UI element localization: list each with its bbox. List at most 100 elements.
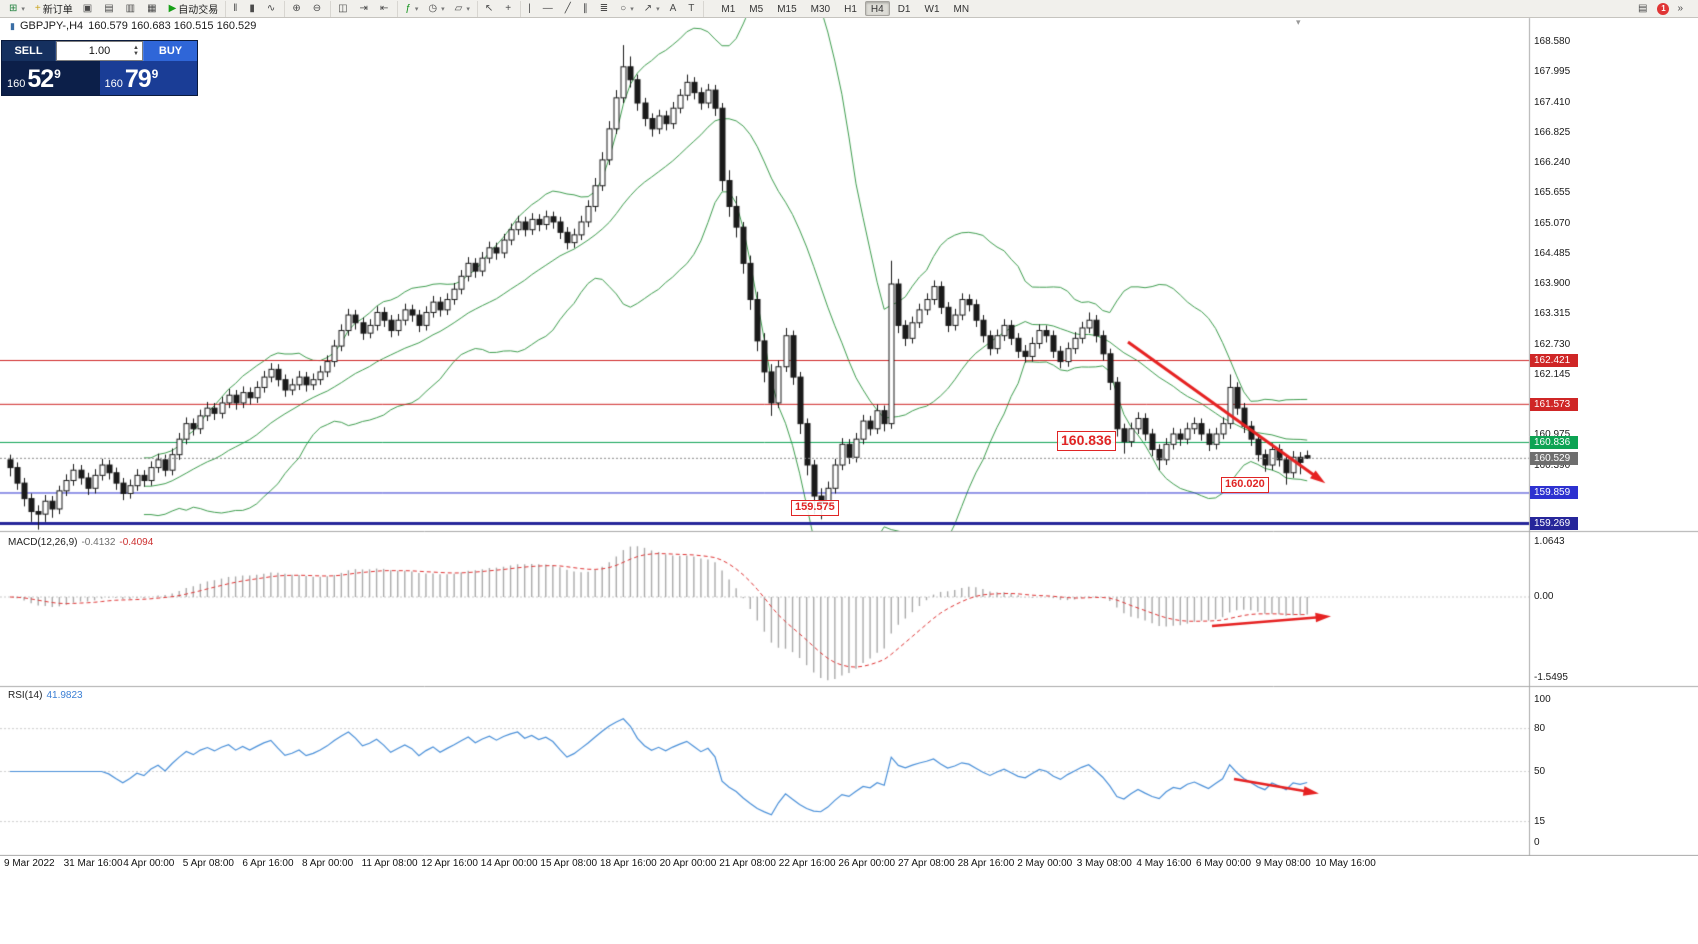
line-chart-button[interactable]: ∿ [263,1,281,16]
sell-price-pip-digit: 9 [54,67,61,81]
fibonacci-retracement-button[interactable]: ≣ [596,1,614,16]
sell-price-prefix: 160 [7,78,26,90]
volume-value: 1.00 [88,45,111,57]
chart-ohlc-values: 160.579 160.683 160.515 160.529 [88,20,257,32]
price-axis-level-label: 160.836 [1530,435,1578,449]
time-axis-label: 9 Mar 2022 [4,858,55,869]
market-watch-button[interactable]: ▤ [100,1,119,16]
volume-spinner[interactable]: 1.00 ▲ ▼ [56,41,143,61]
buy-price-prefix: 160 [104,78,123,90]
price-annotation[interactable]: 159.575 [791,500,839,516]
indicators-list-button[interactable]: ƒ ▾ [401,1,422,16]
time-axis-label: 14 Apr 00:00 [480,858,538,869]
timeframe-m5-button[interactable]: M5 [749,4,764,15]
timeframe-toolbar: M1 M5 M15 M30 H1 H4 D1 W1 MN [714,1,976,17]
timeframe-h1-button[interactable]: H1 [844,4,857,15]
zoom-out-icon: ⊖ [312,2,322,14]
price-annotation[interactable]: 160.020 [1221,477,1269,493]
shapes-button[interactable]: ○ ▾ [616,1,638,16]
tile-windows-button[interactable]: ◫ [334,1,353,16]
templates-button[interactable]: ▱ ▾ [451,1,474,16]
text-button[interactable]: A [666,1,683,16]
time-axis-label: 22 Apr 16:00 [778,858,836,869]
arrows-tool-button[interactable]: ↗ ▾ [640,1,664,16]
periods-button[interactable]: ◷ ▾ [424,1,448,16]
price-axis-level-label: 160.529 [1530,451,1578,465]
rsi-axis-label: 15 [1534,815,1546,827]
price-axis[interactable]: 168.580 167.995 167.410 166.825 166.240 165.6… [1529,0,1698,856]
auto-trading-label: 自动交易 [178,5,219,16]
dropdown-caret-icon: ▾ [441,5,445,13]
zoom-in-icon: ⊕ [292,2,301,14]
vertical-line-button[interactable]: | [524,1,537,16]
buy-button[interactable]: BUY [143,41,197,61]
time-axis-label: 6 May 00:00 [1196,858,1252,869]
text-label-icon: T [688,2,695,14]
price-axis-tick: 166.240 [1534,157,1571,168]
crosshair-icon: + [505,2,512,14]
data-window-icon: ▥ [125,2,136,14]
sell-price-display[interactable]: 160 52 9 [2,61,100,95]
chart-shift-button[interactable]: ⇤ [376,1,394,16]
buy-price-pip-digit: 9 [151,67,159,81]
price-axis-tick: 160.390 [1534,459,1571,471]
toolbar-right-icons: ▤ 1 » [1633,1,1696,16]
time-axis-label: 26 Apr 00:00 [838,858,896,869]
price-axis-tick: 160.975 [1534,429,1571,441]
toolbar-group: ◫ ⇥ ⇤ [331,0,399,17]
market-watch-icon: ▤ [104,2,114,14]
charts-profile-button[interactable]: ▣ [79,1,98,16]
tile-windows-icon: ◫ [338,2,348,14]
horizontal-line-button[interactable]: — [539,1,559,16]
timeframe-h4-button[interactable]: H4 [864,1,890,16]
candlestick-chart-button[interactable]: ▮ [245,1,261,16]
new-order-icon: + [34,2,41,14]
toolbar-overflow-button[interactable]: » [1673,1,1689,16]
price-axis-tick: 162.145 [1534,368,1571,380]
time-axis-label: 12 Apr 16:00 [421,858,478,869]
sell-button[interactable]: SELL [2,41,56,61]
notification-badge[interactable]: 1 [1657,2,1670,15]
chart-list-button[interactable]: ▤ [1634,1,1653,16]
bar-chart-button[interactable]: ‖ [229,1,243,16]
timeframe-m30-button[interactable]: M30 [810,4,831,15]
timeframe-w1-button[interactable]: W1 [924,4,940,15]
timeframe-m15-button[interactable]: M15 [777,4,797,15]
time-axis-label: 3 May 08:00 [1076,858,1132,869]
rsi-indicator-label: RSI(14) 41.9823 [8,690,83,701]
price-axis-tick: 167.410 [1534,96,1571,108]
auto-trading-icon: ▶ [168,2,177,14]
text-label-button[interactable]: T [684,1,700,16]
navigator-icon: ▦ [147,2,157,14]
time-axis-label: 4 May 16:00 [1136,858,1192,869]
fibonacci-retracement-icon: ≣ [599,2,609,14]
navigator-button[interactable]: ▦ [143,1,162,16]
volume-up-icon[interactable]: ▲ [133,45,139,51]
timeframe-m1-button[interactable]: M1 [721,4,736,15]
data-window-button[interactable]: ▥ [122,1,141,16]
macd-axis-label: 1.0643 [1534,535,1565,547]
buy-price-display[interactable]: 160 79 9 [99,61,197,95]
equidistant-channel-button[interactable]: ∥ [579,1,594,16]
zoom-out-button[interactable]: ⊖ [309,1,327,16]
auto-scroll-button[interactable]: ⇥ [356,1,374,16]
time-axis[interactable]: 9 Mar 2022 31 Mar 16:00 4 Apr 00:00 5 Apr 0… [0,856,1698,872]
volume-down-icon[interactable]: ▼ [133,51,139,57]
new-chart-icon: ⊞ [9,2,18,14]
new-order-button[interactable]: + 新订单 [31,1,77,17]
zoom-in-button[interactable]: ⊕ [288,1,306,16]
crosshair-button[interactable]: + [501,1,517,16]
timeframe-d1-button[interactable]: D1 [897,4,911,15]
price-annotation[interactable]: 160.836 [1057,431,1116,451]
vertical-line-icon: | [528,2,531,14]
trendline-button[interactable]: ╱ [561,1,577,16]
top-toolbar: ⊞ ▾ + 新订单 ▣ ▤ ▥ ▦ ▶ 自动交易 ‖ ▮ ∿ ⊕ ⊖ ◫ ⇥ ⇤ ƒ ▾ ◷ ▾ ▱ ▾ ↖ + | — ╱ ∥ ≣ ○ ▾ ↗ ▾… [0,0,1698,18]
new-chart-button[interactable]: ⊞ ▾ [5,1,29,16]
one-click-trading-panel: SELL 1.00 ▲ ▼ BUY 160 52 9 160 79 9 [1,40,198,96]
timeframe-mn-button[interactable]: MN [953,4,970,15]
price-axis-level-label: 159.859 [1530,486,1578,500]
auto-trading-button[interactable]: ▶ 自动交易 [165,1,223,17]
cursor-button[interactable]: ↖ [481,1,499,16]
